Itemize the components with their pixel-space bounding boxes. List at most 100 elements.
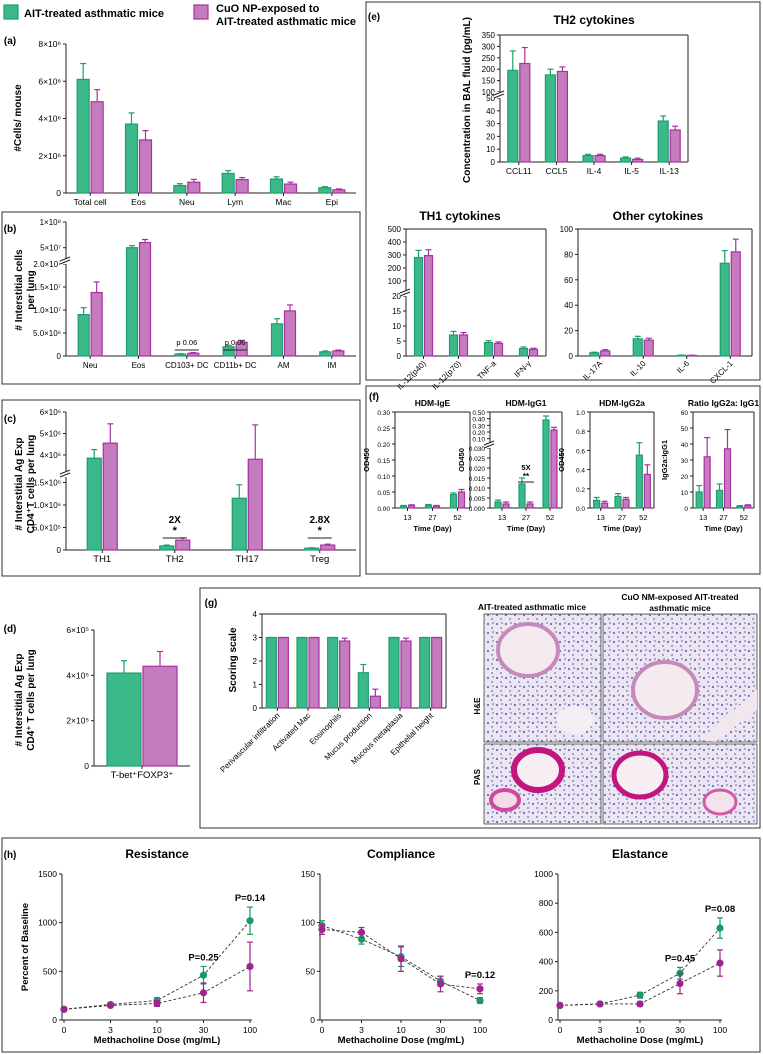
bar-g-0-3 (357, 672, 369, 709)
y-label-d-1: # Interstitial Ag Exp (14, 654, 25, 747)
fold-change-f2: 5X (521, 463, 530, 472)
y-tick-label-e3: 60 (564, 276, 573, 285)
x-tick-label-h1: 100 (243, 1025, 257, 1035)
series-line-h2-0 (321, 925, 481, 1001)
y-tick-label-e3: 40 (564, 301, 573, 310)
axis-break-f2 (484, 442, 560, 448)
y-tick-label-e3: 100 (560, 225, 574, 234)
x-tick-label-a: Neu (179, 197, 195, 207)
bar-g-0-2 (327, 636, 339, 709)
y-tick-label-d: 4×10⁵ (66, 670, 89, 680)
y-tick-label-f2: 0.015 (469, 476, 486, 483)
point-h3-1-2 (636, 1000, 644, 1008)
x-tick-label-h3: 10 (635, 1025, 645, 1035)
y-tick-label-f4: 60 (681, 410, 689, 417)
y-tick-label-h3: 0 (548, 1015, 553, 1025)
bar-g-1-5 (431, 636, 443, 709)
point-h1-1-4 (246, 962, 254, 971)
title-h3: Elastance (612, 847, 668, 861)
micrograph-he-ait (483, 613, 602, 743)
axis-break-e1 (494, 92, 686, 98)
x-tick-label-h2: 30 (436, 1025, 446, 1035)
y-tick-label-f4: 40 (681, 442, 689, 449)
y-tick-label-e1: 50 (486, 94, 495, 103)
y-tick-label-e2: 200 (388, 264, 402, 273)
bar-a-1-4 (283, 183, 298, 194)
axis-break-mark-e2 (399, 291, 411, 297)
x-tick-label-f1: 52 (453, 513, 461, 522)
y-label-f4: IgG2a:IgG1 (660, 440, 669, 480)
chart-e2: 0 5 10 15 20 100 200 300 400 500 IL-12(p40) IL-12(p… (388, 209, 547, 392)
title-f3: HDM-IgG2a (599, 398, 645, 408)
y-tick-label-f2: 0.10 (472, 437, 485, 444)
frame-c (1, 399, 361, 577)
x-tick-label-e3: IL-17A (581, 359, 605, 383)
legend-green-label: AIT-treated asthmatic mice (24, 8, 164, 20)
histology-row1: H&E (473, 697, 482, 715)
bar-a-1-5 (332, 189, 346, 194)
y-tick-label-h3: 1000 (534, 869, 553, 879)
y-tick-label-g: 3 (253, 634, 258, 643)
legend-pink-label-2: AIT-treated asthmatic mice (216, 16, 356, 28)
bar-a-0-5 (318, 187, 332, 194)
p-value-h2-0: P=0.12 (465, 970, 495, 981)
point-h3-0-4 (716, 924, 724, 932)
x-tick-label-c: TH1 (93, 554, 111, 565)
y-label-a: #Cells/ mouse (13, 84, 24, 152)
y-tick-label-h2: 0 (310, 1015, 315, 1025)
y-tick-label-e2: 10 (392, 322, 401, 331)
y-tick-label-e1: 10 (486, 145, 495, 154)
bar-b-1-1 (138, 241, 152, 357)
x-tick-label-e2: IL-12(p40) (395, 359, 428, 392)
frame-e (365, 1, 761, 381)
bar-f2-0-0 (494, 501, 502, 509)
micrograph-pas-cuo (602, 743, 758, 825)
y-tick-label-e1: 100 (482, 88, 496, 97)
y-tick-label-c: 1.5×10⁶ (33, 479, 61, 488)
y-tick-label-c: 1.0×10⁶ (33, 501, 61, 510)
y-tick-label-b: 1.5×10⁷ (33, 283, 61, 292)
title-f4: Ratio IgG2a: IgG1 (688, 398, 760, 408)
y-tick-label-e1: 300 (482, 42, 496, 51)
bar-g-1-2 (339, 640, 351, 709)
y-tick-label-f2: 0.025 (469, 456, 486, 463)
micrograph-he-cuo (602, 613, 758, 743)
charts-layer: 0 2×10⁶ 4×10⁶ 6×10⁶ 8×10⁶ Total cell Eos Neu Lym… (4, 12, 760, 1046)
panel-label-h: (h) (4, 850, 17, 861)
chart-f1: 0.00 0.05 0.10 0.15 0.20 0.25 0.30 13 27 52 (f) HDM… (362, 392, 471, 533)
p-value-h1-1: P=0.14 (235, 893, 266, 904)
fold-change-c-1: 2.8X (309, 515, 330, 526)
x-tick-label-e3: IL-10 (628, 359, 648, 379)
axis-break-b (60, 258, 354, 264)
bar-f4-0-0 (695, 491, 703, 509)
y-label-f3: OD450 (557, 448, 566, 472)
x-label-h3: Methacholine Dose (mg/mL) (577, 1035, 704, 1046)
bar-g-0-5 (419, 636, 431, 709)
x-tick-label-b: Neu (83, 361, 98, 370)
axis-break-mark-c (59, 472, 71, 478)
y-tick-label-f2: 0.000 (469, 506, 486, 513)
y-tick-label-b: 1×10⁸ (40, 218, 61, 227)
y-tick-label-e2: 20 (392, 292, 401, 301)
chart-d: 0 2×10⁵ 4×10⁵ 6×10⁵ T-bet⁺FOXP3⁺ (d) # Interst… (4, 624, 190, 781)
y-label-b-2: per lung (26, 270, 37, 309)
x-tick-label-e1: IL-5 (624, 166, 639, 176)
y-tick-label-e2: 500 (388, 225, 402, 234)
bar-e3-0-1 (632, 338, 643, 357)
y-tick-label-e2: 15 (392, 307, 401, 316)
y-tick-label-f2: 0.005 (469, 496, 486, 503)
y-tick-label-f2: 0.010 (469, 486, 486, 493)
axis-break-mark-e1 (493, 90, 505, 96)
y-tick-label-f4: 20 (681, 474, 689, 481)
bar-g-1-0 (277, 636, 289, 709)
y-tick-label-e2: 400 (388, 238, 402, 247)
panel-label-d: (d) (4, 624, 17, 635)
bar-f1-1-0 (407, 504, 416, 509)
bar-e2-1-1 (458, 334, 469, 357)
y-tick-label-e3: 80 (564, 250, 573, 259)
axis-break-mark-e1 (493, 93, 505, 99)
bar-d-0-0 (106, 672, 142, 767)
y-tick-label-h2: 100 (301, 918, 315, 928)
y-tick-label-h2: 50 (306, 966, 316, 976)
